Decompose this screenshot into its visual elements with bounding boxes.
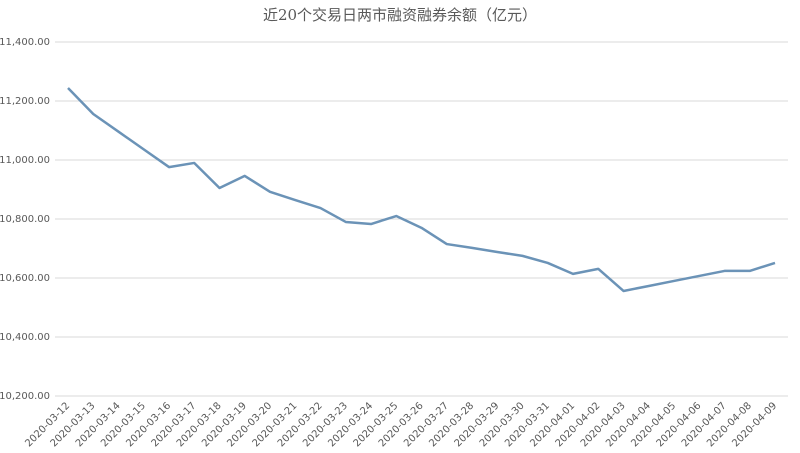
y-tick-label: 11,000.00 <box>0 155 50 166</box>
y-tick-label: 11,400.00 <box>0 37 50 48</box>
y-tick-label: 11,200.00 <box>0 96 50 107</box>
chart-title: 近20个交易日两市融资融券余额（亿元） <box>263 6 537 24</box>
y-tick-label: 10,400.00 <box>0 332 50 343</box>
y-tick-label: 10,200.00 <box>0 391 50 402</box>
line <box>67 87 776 293</box>
y-tick-label: 10,800.00 <box>0 214 50 225</box>
y-tick-label: 10,600.00 <box>0 273 50 284</box>
